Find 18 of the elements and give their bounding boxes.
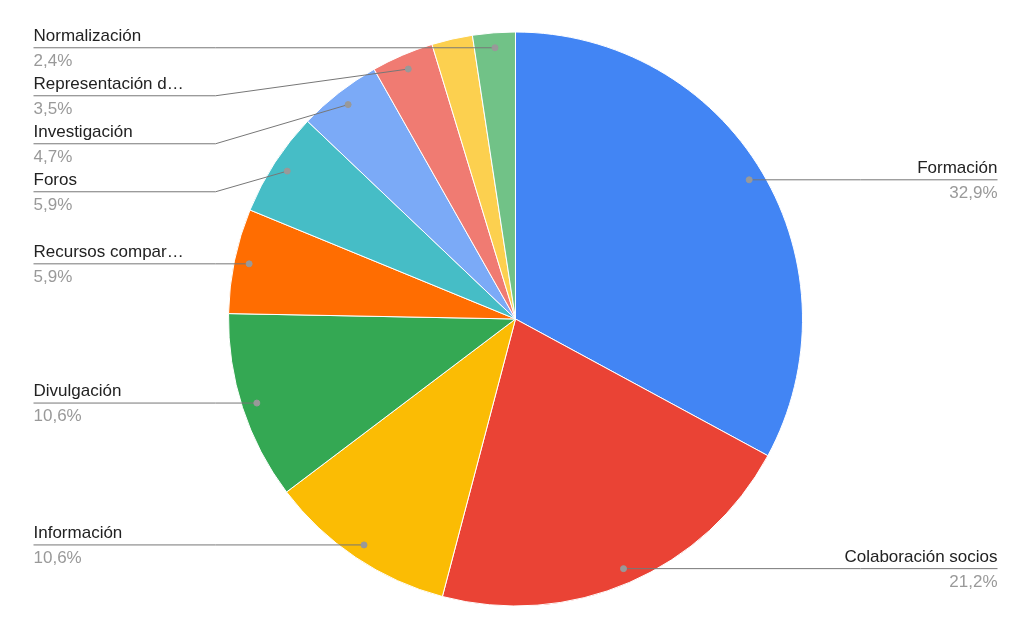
- slice-label: Información: [33, 522, 123, 542]
- slice-label: Foros: [33, 169, 77, 189]
- slice-label: Divulgación: [33, 381, 122, 401]
- slice-label: Formación: [917, 157, 998, 177]
- data-label: 3,5%: [33, 98, 73, 118]
- slice-label: Colaboración socios: [844, 546, 998, 566]
- data-label: 4,7%: [33, 146, 73, 166]
- slice-label: Normalización: [33, 25, 142, 45]
- data-label: 10,6%: [33, 547, 82, 567]
- data-label: 32,9%: [949, 182, 998, 202]
- data-label: 5,9%: [33, 266, 73, 286]
- slice-label: Recursos compar…: [33, 241, 184, 261]
- slice-label: Investigación: [33, 121, 133, 141]
- data-label: 5,9%: [33, 194, 73, 214]
- data-label: 2,4%: [33, 50, 73, 70]
- data-label: 10,6%: [33, 406, 82, 426]
- data-label: 21,2%: [949, 571, 998, 591]
- slice-label: Representación d…: [33, 73, 184, 93]
